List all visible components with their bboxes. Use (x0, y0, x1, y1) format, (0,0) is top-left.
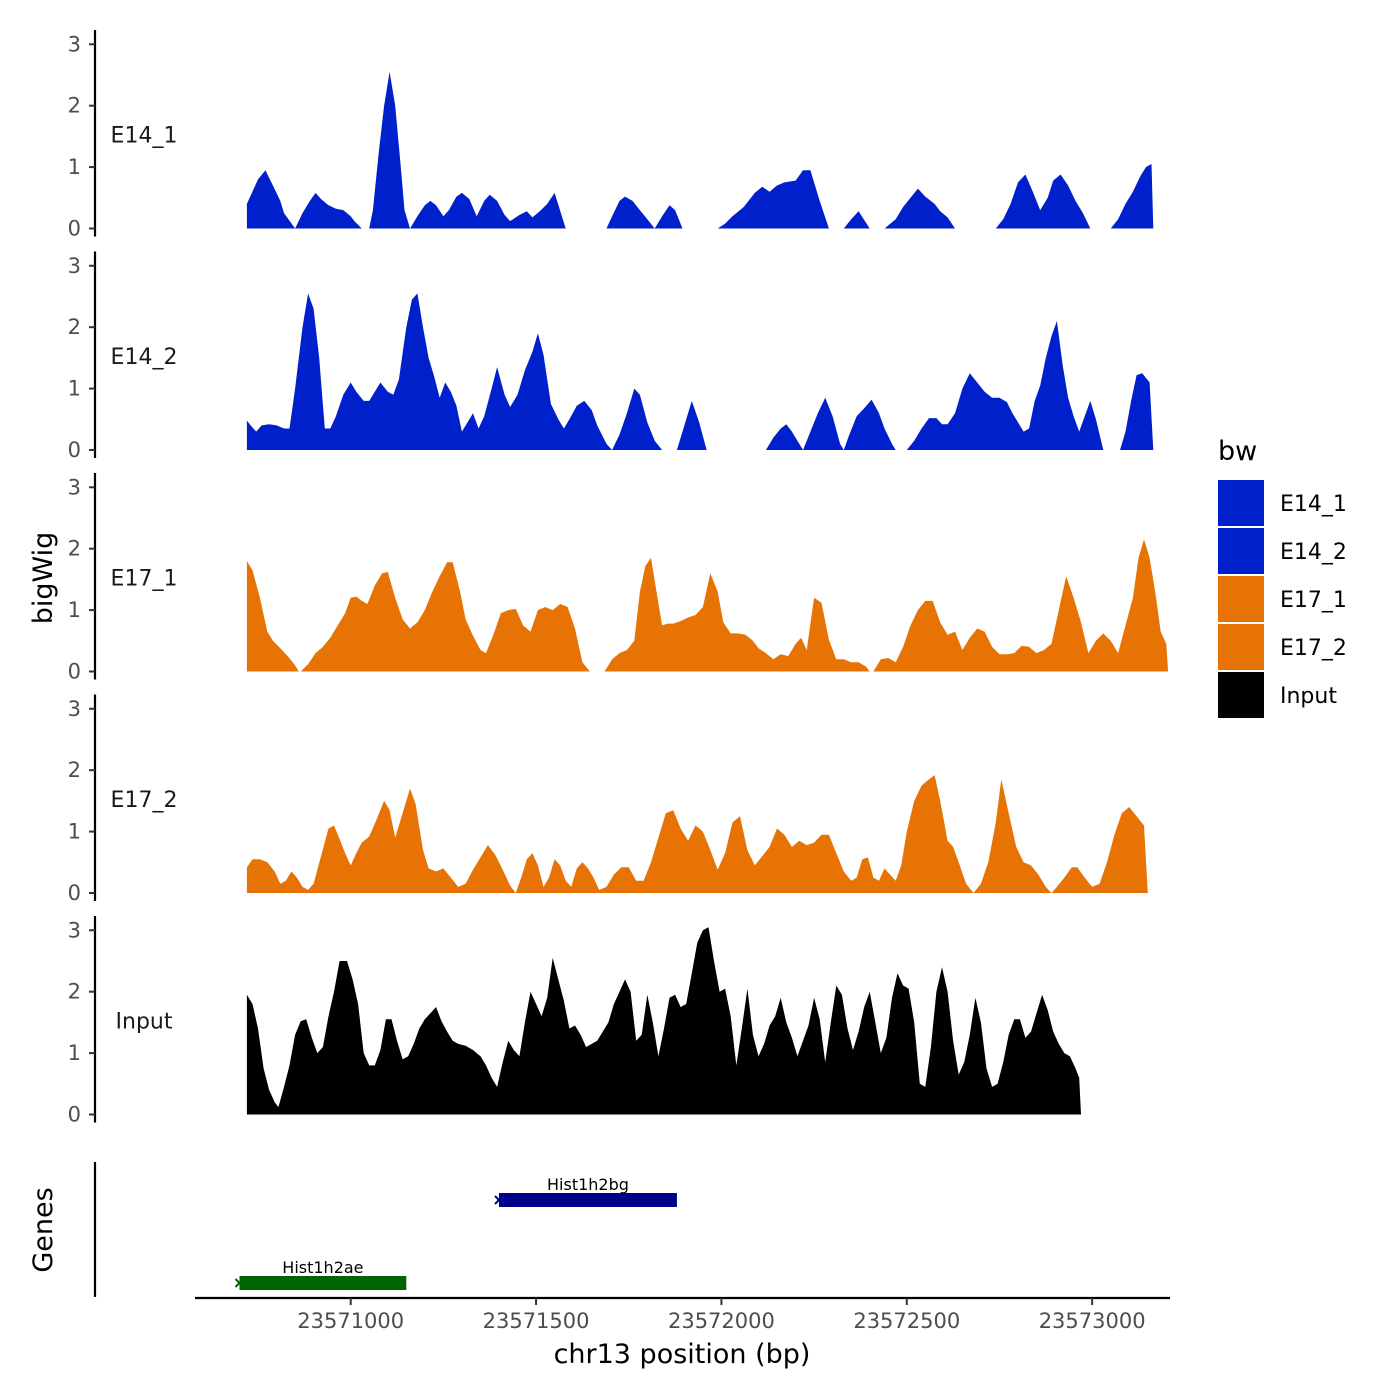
tracks-layer: 0 1 2 3 E14_1 0 1 2 3 E14_2 0 1 2 3 E17_1 0 1 2 3 E17_2 0 1 2 3… (68, 30, 1169, 1127)
y-tick-label: 1 (68, 155, 81, 179)
track-area-E14_1 (295, 192, 362, 229)
x-tick-label: 23573000 (1039, 1309, 1146, 1333)
gene-label: Hist1h2bg (547, 1175, 629, 1194)
track-area-E14_1 (1110, 164, 1154, 229)
track-area-E14_1 (717, 170, 829, 229)
x-axis-title: chr13 position (bp) (554, 1339, 811, 1370)
track-Input: 0 1 2 3 Input (68, 916, 1081, 1127)
legend-label: E17_1 (1280, 588, 1347, 613)
x-tick-label: 23572500 (853, 1309, 960, 1333)
x-tick-label: 23571500 (483, 1309, 590, 1333)
y-tick-label: 1 (68, 1041, 81, 1065)
y-tick-label: 3 (68, 918, 81, 942)
legend-label: Input (1280, 684, 1337, 709)
y-tick-label: 3 (68, 475, 81, 499)
y-tick-label: 0 (68, 881, 81, 905)
legend-label: E17_2 (1280, 636, 1347, 661)
track-area-E14_1 (410, 192, 566, 229)
y-tick-label: 3 (68, 254, 81, 278)
y-tick-label: 0 (68, 217, 81, 241)
y-axis-title: bigWig (28, 532, 59, 625)
y-tick-label: 2 (68, 758, 81, 782)
legend-label: E14_2 (1280, 540, 1347, 565)
gene-body (239, 1276, 407, 1290)
track-area-E14_1 (843, 211, 870, 229)
track-label: E14_2 (111, 345, 178, 370)
track-E14_1: 0 1 2 3 E14_1 (68, 30, 1154, 241)
x-axis: chr13 position (bp) 23571000 23571500 2357… (195, 1296, 1170, 1370)
y-tick-label: 1 (68, 820, 81, 844)
legend-swatch (1218, 576, 1264, 622)
track-area-E17_1 (604, 557, 870, 672)
y-tick-label: 1 (68, 598, 81, 622)
track-label: E17_1 (111, 567, 178, 592)
track-area-E14_1 (369, 71, 410, 229)
y-tick-label: 2 (68, 980, 81, 1004)
track-area-E14_2 (676, 400, 707, 450)
y-tick-label: 0 (68, 438, 81, 462)
track-area-E17_1 (873, 539, 1169, 672)
track-E14_2: 0 1 2 3 E14_2 (68, 251, 1154, 462)
y-tick-label: 3 (68, 697, 81, 721)
legend-swatch (1218, 624, 1264, 670)
y-tick-label: 2 (68, 315, 81, 339)
y-tick-label: 2 (68, 537, 81, 561)
legend-swatch (1218, 480, 1264, 526)
genes-layer: Genes Hist1h2ae Hist1h2bg (28, 1162, 677, 1297)
track-label: E14_1 (111, 124, 178, 149)
x-tick-label: 23571000 (297, 1309, 404, 1333)
track-E17_1: 0 1 2 3 E17_1 (68, 473, 1169, 684)
gene-Hist1h2bg: Hist1h2bg (494, 1175, 677, 1207)
track-area-E14_1 (246, 170, 296, 229)
x-tick-label: 23572000 (668, 1309, 775, 1333)
gene-Hist1h2ae: Hist1h2ae (234, 1258, 407, 1290)
y-tick-label: 3 (68, 32, 81, 56)
y-tick-label: 0 (68, 660, 81, 684)
track-area-E14_1 (606, 196, 683, 229)
track-area-Input (246, 927, 1081, 1115)
gene-strand-mark (494, 1195, 504, 1205)
track-E17_2: 0 1 2 3 E17_2 (68, 694, 1148, 905)
gene-body (498, 1193, 677, 1207)
legend-swatch (1218, 672, 1264, 718)
legend-label: E14_1 (1280, 492, 1347, 517)
track-area-E14_1 (884, 188, 955, 229)
track-area-E14_1 (995, 174, 1091, 229)
y-tick-label: 2 (68, 94, 81, 118)
track-area-E14_2 (1120, 373, 1154, 450)
track-area-E17_1 (246, 561, 299, 672)
gene-strand-mark (234, 1278, 245, 1288)
track-area-E17_1 (300, 562, 590, 672)
track-label: Input (116, 1010, 173, 1035)
track-area-E14_2 (246, 293, 663, 450)
legend-title: bw (1218, 436, 1257, 467)
gene-label: Hist1h2ae (282, 1258, 363, 1277)
legend-swatch (1218, 528, 1264, 574)
track-area-E14_2 (906, 321, 1104, 450)
track-area-E17_2 (246, 775, 1148, 893)
track-area-E14_2 (765, 397, 896, 450)
y-tick-label: 0 (68, 1103, 81, 1127)
legend: bw E14_1 E14_2 E17_1 E17_2 Input (1218, 436, 1347, 718)
y-tick-label: 1 (68, 377, 81, 401)
track-label: E17_2 (111, 788, 178, 813)
genes-axis-title: Genes (28, 1187, 59, 1272)
